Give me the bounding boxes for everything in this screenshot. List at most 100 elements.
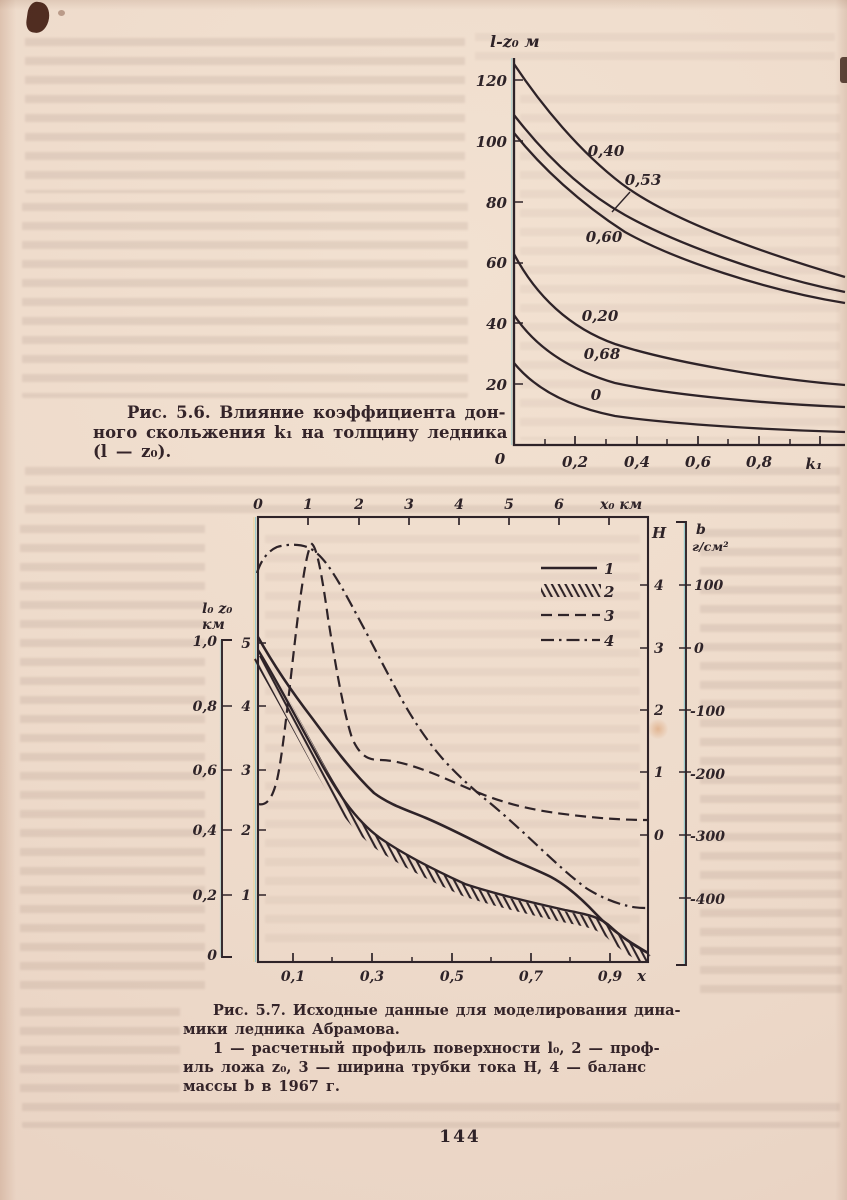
page-number: 144: [439, 1127, 481, 1147]
fig56-x-tick-label: 0,2: [562, 453, 588, 471]
fig56-curve-label: 0: [591, 386, 602, 404]
fig57-right-inner-tick-label: 2: [653, 703, 664, 719]
fig57-right-outer-axis-title: b: [696, 522, 706, 538]
fig57-curve-1-surface-profile: [256, 636, 649, 955]
fig57-right-inner-ticks: [640, 584, 648, 836]
fig57-left-outer-tick-label: 0,8: [193, 699, 218, 715]
caption-line: массы b в 1967 г.: [183, 1078, 340, 1095]
fig56-labels: l-z₀ м 120 100 80 60 40 20 0 0,2 0,4 0,6…: [476, 32, 823, 473]
show-through-text: [520, 90, 840, 440]
page-top-edge-shading: [0, 0, 847, 10]
fig57-right-outer-axis: [676, 521, 687, 966]
fig57-right-inner-tick-label: 1: [654, 765, 664, 781]
fig57-left-outer-ticks: [222, 705, 232, 896]
fig57-left-outer-axis-title: l₀ z₀: [202, 601, 232, 617]
fig57-top-axis-title: x₀ км: [599, 497, 642, 513]
legend-sample-hatched: [541, 584, 601, 597]
fig57-right-inner-tick-label: 3: [654, 641, 664, 657]
illegible-text-block: [25, 462, 840, 514]
fig57-top-tick-label: 3: [404, 497, 414, 513]
fig56-curve-label: 0,68: [584, 345, 621, 363]
fig57-plot-border: [256, 515, 650, 964]
fig57-bottom-tick-label: 0,7: [519, 969, 544, 985]
fig57-left-outer-tick-label: 1,0: [193, 634, 218, 650]
caption-line: (l — z₀).: [93, 442, 172, 461]
caption-line: ного скольжения k₁ на толщину ледника: [93, 422, 508, 442]
fig56-label-leader-line: [611, 191, 631, 213]
fig57-top-tick-label: 6: [554, 497, 564, 513]
fig56-y-axis-title: l-z₀ м: [490, 32, 540, 51]
fig56-curve-label: 0,40: [588, 142, 625, 160]
caption-line: мики ледника Абрамова.: [183, 1021, 400, 1038]
fig57-bed-hatching: [253, 654, 651, 965]
fig57-right-outer-ticks: [679, 584, 691, 899]
illegible-text-block: [475, 28, 835, 68]
fig56-curve-0-60: [513, 132, 846, 305]
fig57-left-inner-tick-label: 5: [241, 636, 251, 652]
fig57-right-inner-tick-label: 4: [654, 578, 664, 594]
fig56-curve-0-68: [513, 314, 846, 409]
fig57-right-inner-axis-title: H: [651, 524, 667, 542]
fig56-curve-0: [513, 362, 846, 434]
fig57-right-outer-tick-label: -200: [690, 767, 725, 783]
legend-item-label: 2: [603, 583, 614, 601]
fig57-top-ticks: [307, 517, 610, 525]
fig56-curve-0-53: [513, 114, 846, 294]
fig57-bottom-axis-title: x: [636, 967, 647, 985]
fig57-bottom-tick-label: 0,3: [360, 969, 385, 985]
fig57-right-outer-tick-label: -400: [690, 892, 725, 908]
illegible-text-block: [22, 1098, 840, 1128]
fig56-curve-0-20: [512, 253, 846, 387]
fig57-left-inner-tick-label: 3: [241, 763, 251, 779]
caption-line: 1 — расчетный профиль поверхности l₀, 2 …: [213, 1040, 660, 1057]
illegible-text-block: [25, 33, 465, 193]
illegible-text-block: [20, 1003, 180, 1095]
fig57-left-inner-tick-label: 2: [240, 823, 251, 839]
legend-item-label: 1: [604, 560, 614, 578]
fig57-curve-4-mass-balance: [255, 543, 649, 910]
fig57-labels: 0 1 2 3 4 5 6 x₀ км 0,1 0,3 0,5 0,7 0,9 …: [193, 497, 729, 985]
fig57-left-outer-axis-units: км: [202, 617, 225, 633]
fig57-right-outer-tick-label: -100: [690, 704, 725, 720]
ink-speck-artifact: [58, 10, 65, 16]
illegible-text-block: [22, 198, 468, 398]
fig57-top-tick-label: 0: [253, 497, 263, 513]
fig57-right-outer-tick-label: 0: [694, 641, 704, 657]
fig57-curve-3-flow-tube-width: [257, 542, 649, 822]
fig57-left-outer-tick-label: 0,4: [193, 823, 217, 839]
fig57-bottom-tick-label: 0,9: [598, 969, 623, 985]
page-right-edge-shading: [835, 0, 847, 1200]
fig56-curve-label: 0,20: [582, 307, 619, 325]
page-left-edge-shading: [0, 0, 16, 1200]
fig57-top-tick-label: 5: [504, 497, 514, 513]
fig57-left-outer-tick-label: 0: [207, 948, 217, 964]
fig57-right-outer-axis-units: г/см²: [692, 539, 729, 554]
fig56-x-axis-title: k₁: [806, 455, 823, 473]
fig56-x-tick-label: 0,4: [624, 453, 650, 471]
fig57-top-tick-label: 2: [353, 497, 364, 513]
caption-line: иль ложа z₀, 3 — ширина трубки тока H, 4…: [183, 1059, 647, 1076]
fig57-left-outer-tick-label: 0,6: [193, 763, 218, 779]
fig57-bottom-minor-ticks: [331, 957, 571, 962]
fig57-bottom-tick-label: 0,5: [440, 969, 464, 985]
fig56-curve-label: 0,53: [625, 171, 662, 189]
fig56-y-tick-label: 120: [476, 72, 508, 90]
fig56-y-tick-label: 20: [485, 376, 507, 394]
fig57-right-outer-tick-label: 100: [694, 578, 723, 594]
paper-stain: [648, 718, 668, 740]
fig56-x-tick-label: 0,6: [685, 453, 712, 471]
fig56-y-tick-label: 40: [486, 315, 507, 333]
illegible-text-block: [20, 520, 205, 1000]
fig56-y-tick-label: 60: [486, 254, 507, 272]
fig56-x-tick-label: 0: [495, 450, 506, 468]
caption-line: Рис. 5.7. Исходные данные для моделирова…: [213, 1002, 681, 1019]
fig57-top-tick-label: 4: [454, 497, 464, 513]
illegible-text-block: [700, 524, 842, 1002]
fig57-left-inner-tick-label: 4: [241, 699, 251, 715]
fig57-left-inner-ticks: [258, 642, 266, 896]
fig57-bottom-tick-label: 0,1: [281, 969, 305, 985]
fig57-left-inner-tick-label: 1: [241, 888, 251, 904]
fig57-right-outer-tick-label: -300: [690, 829, 725, 845]
